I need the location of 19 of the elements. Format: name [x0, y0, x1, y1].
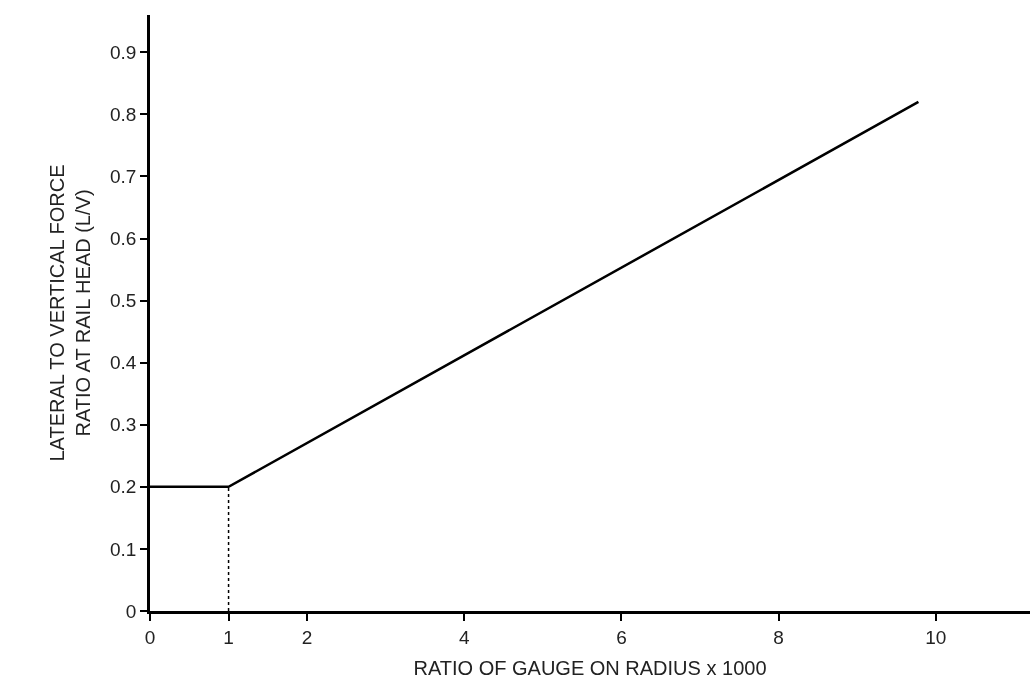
y-tick-label: 0 — [125, 600, 137, 622]
x-tick-label: 0 — [144, 626, 156, 648]
x-tick-label: 6 — [616, 626, 627, 648]
x-tick-label: 4 — [459, 626, 470, 648]
y-tick-label: 0.8 — [110, 103, 137, 125]
y-tick-label: 0.4 — [110, 352, 137, 374]
y-tick-label: 0.9 — [110, 41, 137, 63]
x-tick-label: 10 — [925, 626, 947, 648]
x-tick-label: 8 — [773, 626, 784, 648]
y-tick-label: 0.3 — [110, 414, 137, 436]
y-tick-label: 0.2 — [110, 476, 137, 498]
y-tick-label: 0.6 — [110, 228, 137, 250]
y-tick-label: 0.1 — [110, 538, 137, 560]
x-axis-title: RATIO OF GAUGE ON RADIUS x 1000 — [413, 657, 767, 680]
x-tick-label: 1 — [223, 626, 234, 648]
x-tick-label: 2 — [301, 626, 313, 648]
y-tick-label: 0.7 — [110, 166, 137, 188]
y-tick-label: 0.5 — [110, 290, 137, 312]
y-axis-title: LATERAL TO VERTICAL FORCE RATIO AT RAIL HEAD (L/V) — [45, 164, 94, 462]
